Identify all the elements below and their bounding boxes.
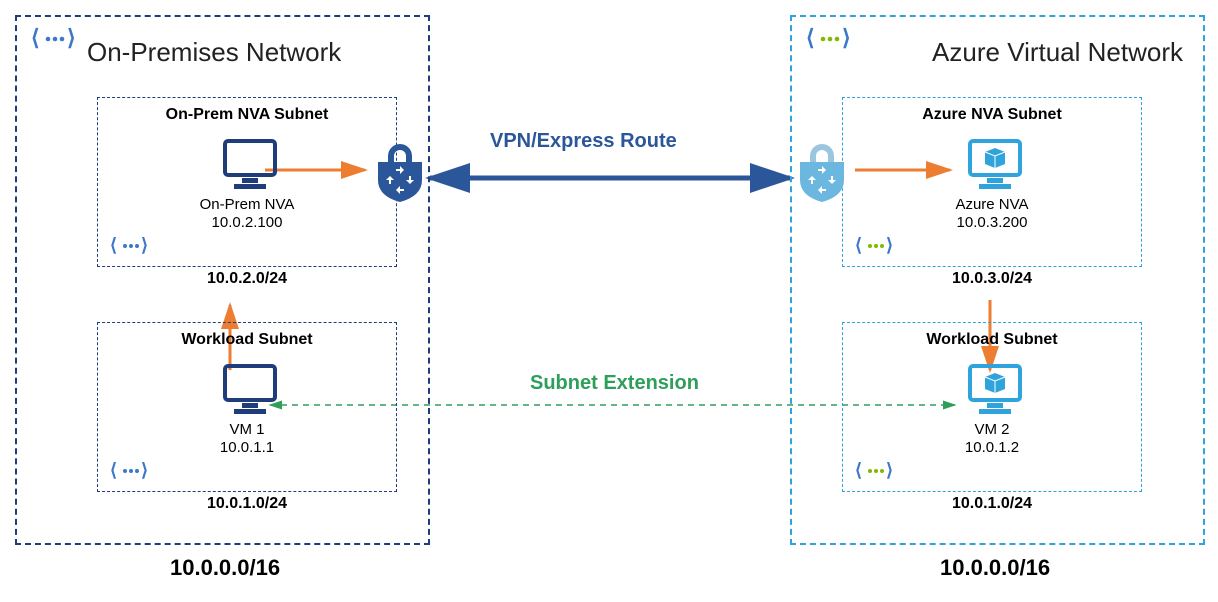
vnet-icon: ⟨ ⟩ — [31, 27, 81, 51]
vpn-gateway-icon — [370, 140, 430, 204]
azure-range: 10.0.0.0/16 — [940, 555, 1050, 581]
onprem-title: On-Premises Network — [87, 37, 341, 68]
azure-title: Azure Virtual Network — [932, 37, 1183, 68]
vnet-icon: ⟨ ⟩ — [806, 27, 856, 51]
onprem-nva-ip: 10.0.2.100 — [98, 214, 396, 231]
vnet-icon: ⟨ ⟩ — [855, 461, 901, 481]
azure-nva-subnet-title: Azure NVA Subnet — [843, 106, 1141, 124]
svg-text:⟨: ⟨ — [110, 461, 117, 480]
onprem-nva-name: On-Prem NVA — [98, 196, 396, 213]
svg-text:⟨: ⟨ — [855, 461, 862, 480]
azure-vm-icon — [965, 363, 1025, 415]
svg-text:⟩: ⟩ — [141, 236, 148, 255]
onprem-nva-range: 10.0.2.0/24 — [97, 270, 397, 288]
svg-text:⟨: ⟨ — [31, 27, 40, 50]
vm1-name: VM 1 — [98, 421, 396, 438]
onprem-nva-subnet: On-Prem NVA Subnet On-Prem NVA 10.0.2.10… — [97, 97, 397, 267]
svg-text:⟨: ⟨ — [855, 236, 862, 255]
vpn-label: VPN/Express Route — [490, 130, 677, 153]
svg-text:⟩: ⟩ — [141, 461, 148, 480]
vpn-gateway-icon — [792, 140, 852, 204]
onprem-nva-subnet-title: On-Prem NVA Subnet — [98, 106, 396, 124]
computer-icon — [220, 138, 280, 190]
vm2-name: VM 2 — [843, 421, 1141, 438]
vnet-icon: ⟨ ⟩ — [855, 236, 901, 256]
vnet-icon: ⟨ ⟩ — [110, 461, 156, 481]
azure-vm-icon — [965, 138, 1025, 190]
azure-nva-ip: 10.0.3.200 — [843, 214, 1141, 231]
azure-workload-range: 10.0.1.0/24 — [842, 495, 1142, 513]
svg-text:⟨: ⟨ — [806, 27, 815, 50]
onprem-network-box: On-Premises Network ⟨ ⟩ On-Prem NVA Subn… — [15, 15, 430, 545]
azure-workload-subnet: Workload Subnet VM 2 10.0.1.2 ⟨ ⟩ — [842, 322, 1142, 492]
svg-text:⟩: ⟩ — [842, 27, 851, 50]
azure-nva-subnet: Azure NVA Subnet Azure NVA 10.0.3.200 ⟨ … — [842, 97, 1142, 267]
svg-text:⟩: ⟩ — [886, 461, 893, 480]
vm1-ip: 10.0.1.1 — [98, 439, 396, 456]
onprem-workload-range: 10.0.1.0/24 — [97, 495, 397, 513]
subnet-extension-label: Subnet Extension — [530, 372, 699, 395]
azure-workload-title: Workload Subnet — [843, 331, 1141, 349]
computer-icon — [220, 363, 280, 415]
svg-text:⟨: ⟨ — [110, 236, 117, 255]
svg-text:⟩: ⟩ — [67, 27, 76, 50]
vm2-ip: 10.0.1.2 — [843, 439, 1141, 456]
svg-text:⟩: ⟩ — [886, 236, 893, 255]
azure-nva-range: 10.0.3.0/24 — [842, 270, 1142, 288]
azure-nva-name: Azure NVA — [843, 196, 1141, 213]
onprem-workload-title: Workload Subnet — [98, 331, 396, 349]
onprem-range: 10.0.0.0/16 — [170, 555, 280, 581]
vnet-icon: ⟨ ⟩ — [110, 236, 156, 256]
onprem-workload-subnet: Workload Subnet VM 1 10.0.1.1 ⟨ ⟩ — [97, 322, 397, 492]
azure-network-box: Azure Virtual Network ⟨ ⟩ Azure NVA Subn… — [790, 15, 1205, 545]
